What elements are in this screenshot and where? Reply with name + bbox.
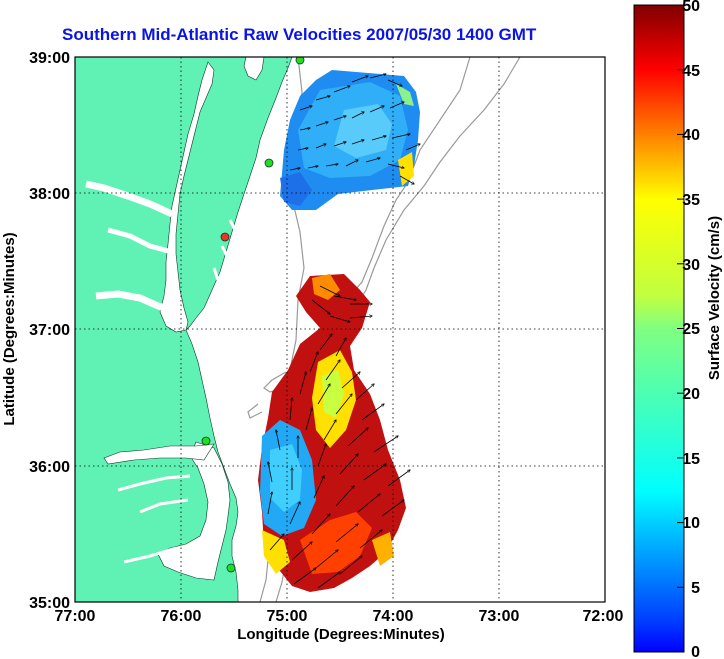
x-tick-label: 72:00 bbox=[583, 608, 624, 625]
colorbar-tick-labels: 50 45 40 35 30 25 20 15 10 5 0 bbox=[682, 0, 700, 659]
x-tick-label: 73:00 bbox=[479, 608, 520, 625]
radar-stations bbox=[201, 57, 305, 573]
x-tick-label: 74:00 bbox=[373, 608, 414, 625]
colorbar-tick-label: 5 bbox=[691, 580, 700, 597]
colorbar: 50 45 40 35 30 25 20 15 10 5 0 Surface V… bbox=[633, 0, 723, 659]
grid-lines bbox=[75, 57, 605, 602]
colorbar-tick-label: 15 bbox=[682, 451, 700, 468]
y-tick-label: 36:00 bbox=[29, 459, 70, 476]
velocity-vectors bbox=[268, 74, 420, 589]
colorbar-tick-label: 40 bbox=[682, 127, 700, 144]
colorbar-tick-label: 35 bbox=[682, 192, 700, 209]
colorbar-tick-label: 30 bbox=[682, 257, 700, 274]
colorbar-ticks bbox=[677, 4, 684, 588]
x-tick-labels: 77:00 76:00 75:00 74:00 73:00 72:00 bbox=[55, 608, 624, 625]
plot-frame bbox=[74, 56, 606, 603]
colorbar-tick-label: 50 bbox=[682, 0, 700, 15]
x-tick-label: 75:00 bbox=[267, 608, 308, 625]
x-axis-label: Longitude (Degrees:Minutes) bbox=[237, 626, 445, 643]
colorbar-tick-label: 25 bbox=[682, 321, 700, 338]
rappahannock-river bbox=[107, 227, 173, 255]
y-tick-label: 37:00 bbox=[29, 322, 70, 339]
colorbar-label: Surface Velocity (cm/s) bbox=[706, 216, 723, 380]
y-tick-label: 35:00 bbox=[29, 595, 70, 612]
delmarva-bays bbox=[212, 219, 238, 281]
y-tick-labels: 39:00 38:00 37:00 36:00 35:00 bbox=[29, 50, 70, 612]
y-tick-label: 39:00 bbox=[29, 50, 70, 67]
chesapeake-bay bbox=[159, 61, 215, 333]
colorbar-tick-label: 0 bbox=[691, 644, 700, 659]
potomac-river bbox=[85, 180, 174, 218]
x-tick-label: 77:00 bbox=[55, 608, 96, 625]
delaware-bay bbox=[243, 57, 265, 81]
y-axis-label: Latitude (Degrees:Minutes) bbox=[1, 232, 18, 425]
plot-area bbox=[74, 56, 606, 603]
chart-title: Southern Mid-Atlantic Raw Velocities 200… bbox=[62, 25, 537, 44]
velocity-field-north bbox=[280, 70, 420, 210]
y-tick-label: 38:00 bbox=[29, 186, 70, 203]
colorbar-tick-label: 10 bbox=[682, 515, 700, 532]
albemarle-sound bbox=[103, 443, 215, 465]
nc-rivers bbox=[117, 474, 191, 564]
james-river bbox=[95, 290, 180, 316]
pamlico-sound bbox=[157, 441, 231, 581]
colorbar-tick-label: 45 bbox=[682, 63, 700, 80]
x-tick-label: 76:00 bbox=[161, 608, 202, 625]
colorbar-scale bbox=[633, 4, 685, 653]
colorbar-tick-label: 20 bbox=[682, 386, 700, 403]
